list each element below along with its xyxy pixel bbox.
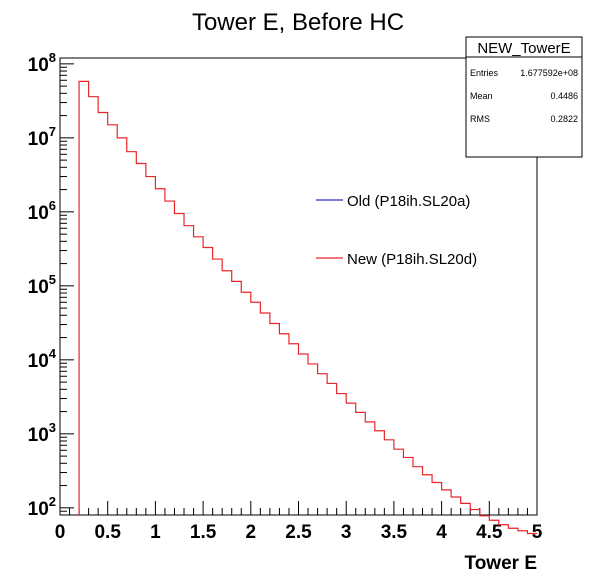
stats-entries-label: Entries — [470, 68, 499, 78]
stats-mean-value: 0.4486 — [550, 91, 578, 101]
stats-rms-value: 0.2822 — [550, 114, 578, 124]
x-tick-label: 2.5 — [285, 522, 312, 543]
legend-old-label: Old (P18ih.SL20a) — [347, 193, 470, 210]
x-tick-label: 3.5 — [381, 522, 408, 543]
x-tick-label: 3 — [341, 522, 352, 543]
x-tick-label: 4 — [436, 522, 447, 543]
stats-box-title: NEW_TowerE — [477, 40, 570, 57]
x-tick-label: 0 — [55, 522, 66, 543]
series-new-histogram — [78, 80, 537, 535]
chart-title: Tower E, Before HC — [192, 9, 404, 36]
x-tick-label: 1.5 — [190, 522, 217, 543]
x-axis-label: Tower E — [465, 553, 538, 574]
x-tick-label: 4.5 — [476, 522, 503, 543]
x-tick-label: 0.5 — [94, 522, 121, 543]
stats-entries-value: 1.677592e+08 — [520, 68, 578, 78]
stats-mean-label: Mean — [470, 91, 493, 101]
legend: Old (P18ih.SL20a) New (P18ih.SL20d) — [316, 193, 477, 268]
legend-new-label: New (P18ih.SL20d) — [347, 251, 477, 268]
x-tick-label: 2 — [246, 522, 257, 543]
stats-box: NEW_TowerE Entries 1.677592e+08 Mean 0.4… — [465, 36, 583, 158]
axis-ticks — [59, 63, 538, 516]
histogram-series — [78, 80, 537, 535]
stats-rms-label: RMS — [470, 114, 490, 124]
x-tick-labels: 0 0.5 1 1.5 2 2.5 3 3.5 4 4.5 5 — [55, 522, 543, 543]
x-tick-label: 1 — [150, 522, 161, 543]
x-tick-label: 5 — [532, 522, 543, 543]
